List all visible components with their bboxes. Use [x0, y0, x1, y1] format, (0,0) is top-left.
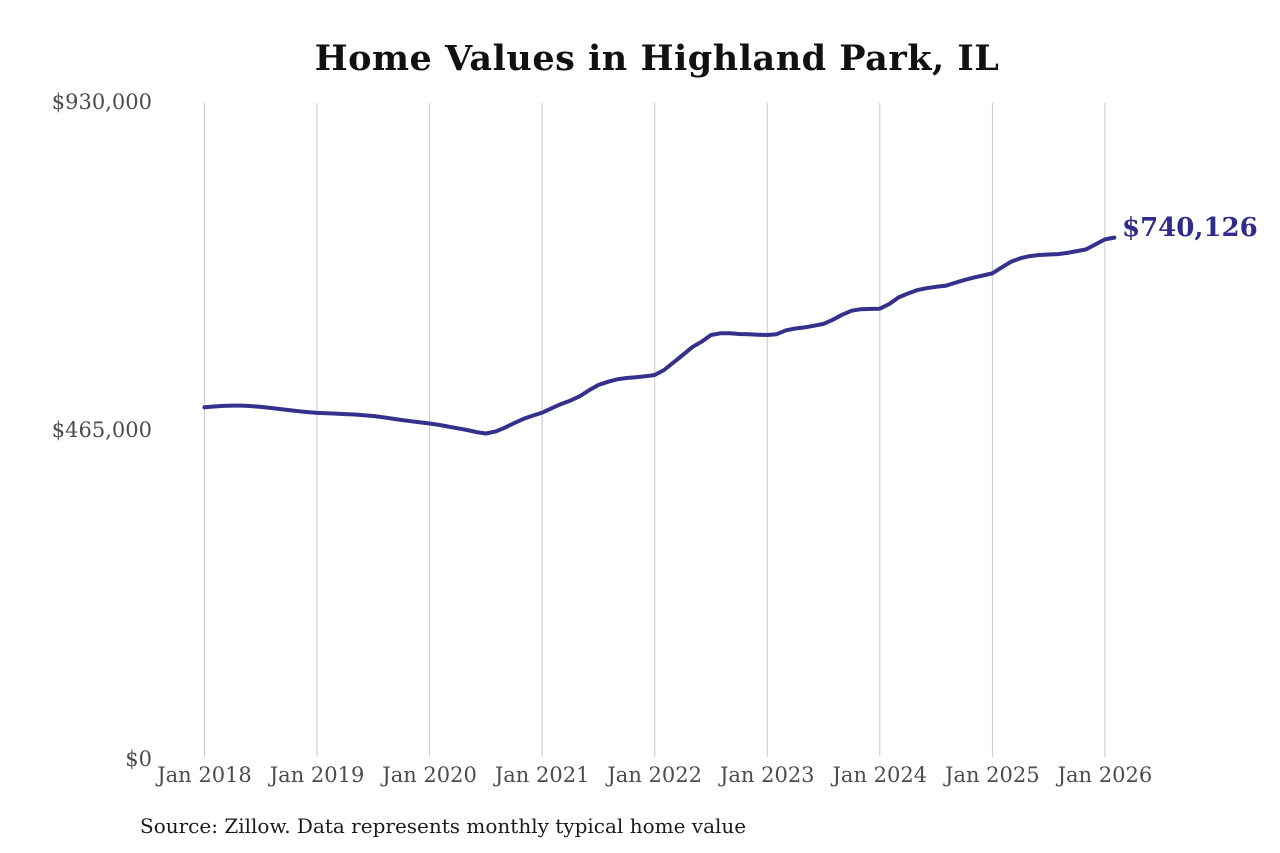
x-axis-tick-label: Jan 2022	[607, 763, 702, 787]
x-axis-tick-label: Jan 2018	[157, 763, 252, 787]
y-axis-tick-label: $465,000	[51, 418, 152, 442]
x-axis-tick-label: Jan 2021	[494, 763, 590, 787]
x-axis-tick-label: Jan 2020	[382, 763, 477, 787]
chart-title: Home Values in Highland Park, IL	[314, 38, 1000, 79]
x-axis-tick-label: Jan 2019	[269, 763, 365, 787]
y-axis-tick-label: $0	[125, 746, 152, 771]
x-axis-tick-label: Jan 2024	[832, 763, 928, 787]
x-axis-tick-label: Jan 2026	[1057, 763, 1153, 787]
latest-value-label: $740,126	[1122, 213, 1258, 243]
source-note: Source: Zillow. Data represents monthly …	[140, 814, 747, 838]
x-axis-tick-label: Jan 2025	[945, 763, 1040, 787]
value-line	[202, 235, 1117, 436]
x-axis-tick-label: Jan 2023	[719, 763, 815, 787]
y-axis-tick-label: $930,000	[51, 89, 152, 114]
